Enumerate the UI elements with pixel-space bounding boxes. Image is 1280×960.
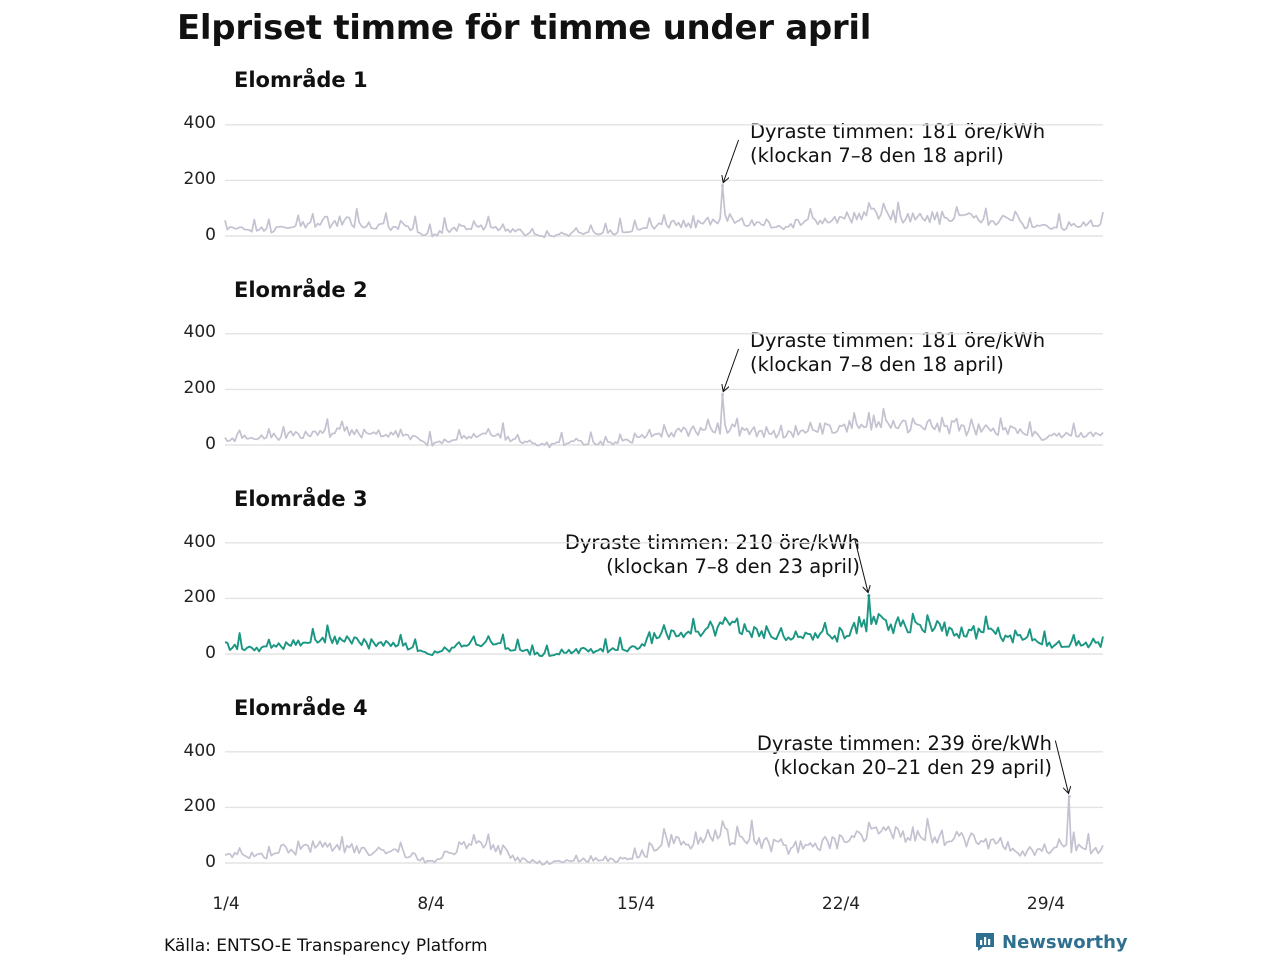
annotation-line-2: (klockan 20–21 den 29 april) [773, 756, 1052, 779]
y-tick-label: 200 [183, 378, 216, 398]
peak-point [867, 594, 871, 598]
x-tick-label: 8/4 [417, 894, 445, 914]
annotation-line-2: (klockan 7–8 den 18 april) [750, 144, 1004, 167]
y-tick-label: 0 [205, 643, 216, 663]
x-tick-label: 15/4 [616, 894, 656, 914]
peak-point [721, 184, 725, 188]
annotation-arrow [854, 539, 868, 592]
annotation-line-1: Dyraste timmen: 181 öre/kWh [750, 329, 1046, 352]
y-tick-label: 200 [183, 587, 216, 607]
annotation-line-1: Dyraste timmen: 181 öre/kWh [750, 120, 1046, 143]
y-tick-label: 0 [205, 225, 216, 245]
annotation-arrow [724, 348, 740, 391]
y-tick-label: 400 [183, 113, 216, 133]
price-series-line [224, 795, 1104, 866]
panel-title-area-2: Elområde 2 [234, 278, 368, 302]
panel-title-area-3: Elområde 3 [234, 487, 368, 511]
x-tick-label: 1/4 [212, 894, 240, 914]
y-tick-label: 200 [183, 169, 216, 189]
peak-point [1067, 795, 1071, 799]
annotation-arrow [724, 139, 740, 182]
y-tick-label: 0 [205, 434, 216, 454]
peak-annotation-area-4: Dyraste timmen: 239 öre/kWh (klockan 20–… [757, 732, 1052, 780]
y-tick-label: 400 [183, 532, 216, 552]
annotation-arrow [1054, 740, 1068, 793]
x-tick-label: 29/4 [1026, 894, 1066, 914]
annotation-line-1: Dyraste timmen: 239 öre/kWh [756, 732, 1052, 755]
chart-title: Elpriset timme för timme under april [177, 8, 872, 48]
peak-point [721, 393, 725, 397]
annotation-line-2: (klockan 7–8 den 23 april) [606, 555, 860, 578]
y-tick-label: 400 [183, 741, 216, 761]
y-tick-label: 400 [183, 322, 216, 342]
peak-annotation-area-1: Dyraste timmen: 181 öre/kWh (klockan 7–8… [750, 120, 1045, 168]
y-tick-label: 200 [183, 796, 216, 816]
newsworthy-logo-icon [976, 933, 994, 951]
peak-annotation-area-2: Dyraste timmen: 181 öre/kWh (klockan 7–8… [750, 329, 1045, 377]
panel-title-area-4: Elområde 4 [234, 696, 368, 720]
price-series-line [224, 393, 1104, 449]
panel-title-area-1: Elområde 1 [234, 68, 368, 92]
source-note: Källa: ENTSO-E Transparency Platform [164, 936, 488, 956]
y-tick-label: 0 [205, 852, 216, 872]
brand-logo: Newsworthy [974, 931, 1128, 953]
brand-name: Newsworthy [1002, 931, 1128, 953]
price-series-line [224, 594, 1104, 658]
price-series-line [224, 184, 1104, 239]
annotation-line-2: (klockan 7–8 den 18 april) [750, 353, 1004, 376]
x-tick-label: 22/4 [821, 894, 861, 914]
